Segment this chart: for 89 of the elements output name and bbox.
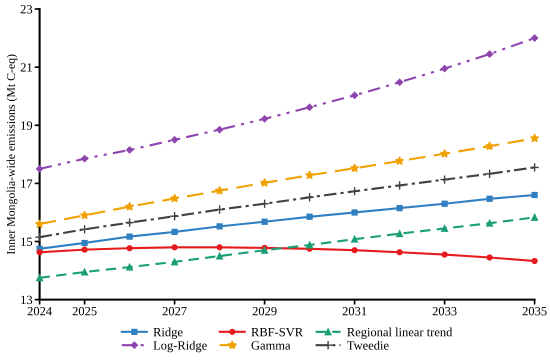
legend-label: RBF-SVR bbox=[251, 328, 304, 336]
point bbox=[530, 133, 540, 142]
point bbox=[126, 146, 134, 154]
y-axis-title: Inner Mongolia-wide emissions (Mt C-eq) bbox=[6, 54, 18, 254]
legend-label: Ridge bbox=[153, 328, 183, 339]
point bbox=[80, 155, 88, 162]
point bbox=[484, 168, 494, 179]
x-tick-label: 2027 bbox=[162, 306, 187, 316]
point bbox=[394, 156, 404, 166]
point bbox=[396, 249, 403, 256]
point bbox=[260, 178, 270, 187]
point bbox=[306, 242, 314, 248]
point bbox=[486, 254, 493, 261]
point bbox=[34, 232, 44, 242]
y-tick-label: 19 bbox=[21, 121, 32, 130]
point bbox=[260, 115, 268, 123]
point bbox=[170, 136, 178, 144]
point bbox=[81, 240, 88, 246]
point bbox=[216, 244, 223, 250]
y-tick-label: 17 bbox=[21, 179, 32, 188]
point bbox=[171, 228, 178, 236]
point bbox=[441, 251, 448, 258]
point bbox=[440, 174, 450, 184]
point bbox=[486, 196, 493, 202]
point bbox=[216, 126, 224, 134]
point bbox=[124, 218, 134, 228]
point bbox=[306, 104, 314, 111]
point bbox=[216, 223, 223, 230]
y-tick-label: 13 bbox=[21, 296, 32, 304]
point bbox=[531, 214, 538, 221]
point bbox=[394, 180, 404, 190]
legend-label: Tweedie bbox=[347, 340, 389, 350]
point bbox=[261, 246, 268, 254]
point bbox=[214, 204, 224, 214]
point bbox=[214, 186, 224, 195]
point bbox=[34, 219, 44, 228]
point bbox=[80, 224, 90, 234]
x-tick-label: 2025 bbox=[72, 306, 97, 316]
point bbox=[36, 249, 43, 256]
point bbox=[216, 252, 224, 260]
point bbox=[170, 211, 180, 222]
legend-label: Gamma bbox=[252, 341, 290, 350]
point bbox=[351, 236, 358, 243]
point bbox=[486, 50, 494, 58]
x-tick-label: 2029 bbox=[252, 306, 277, 316]
point bbox=[530, 34, 538, 42]
point bbox=[304, 192, 314, 202]
legend-label: Log-Ridge bbox=[153, 340, 207, 352]
point bbox=[351, 209, 358, 216]
point bbox=[441, 200, 448, 207]
point bbox=[440, 148, 450, 158]
point bbox=[350, 163, 360, 172]
x-tick-label: 2035 bbox=[522, 306, 547, 316]
point bbox=[126, 233, 133, 240]
legend-label: Regional linear trend bbox=[347, 328, 452, 339]
y-tick-label: 23 bbox=[20, 5, 32, 14]
x-tick-label: 2033 bbox=[432, 306, 457, 316]
point bbox=[396, 78, 404, 86]
point bbox=[304, 170, 314, 180]
point bbox=[126, 245, 133, 252]
y-tick-label: 15 bbox=[21, 238, 32, 246]
point bbox=[486, 220, 494, 227]
point bbox=[81, 268, 88, 276]
point bbox=[126, 264, 134, 271]
point bbox=[171, 258, 178, 266]
point bbox=[351, 247, 358, 254]
point bbox=[81, 246, 88, 253]
point bbox=[124, 202, 134, 211]
point bbox=[170, 194, 180, 203]
point bbox=[171, 244, 178, 250]
point bbox=[396, 230, 404, 238]
point bbox=[530, 162, 540, 172]
point bbox=[440, 64, 448, 72]
y-tick-label: 21 bbox=[20, 63, 32, 72]
point bbox=[396, 204, 403, 212]
point bbox=[36, 165, 44, 172]
point bbox=[531, 192, 538, 198]
point bbox=[36, 274, 44, 282]
point bbox=[80, 210, 90, 220]
point bbox=[260, 198, 270, 209]
x-tick-label: 2031 bbox=[342, 306, 366, 316]
point bbox=[306, 214, 313, 220]
point bbox=[531, 258, 538, 264]
point bbox=[350, 186, 360, 196]
point bbox=[350, 92, 358, 99]
point bbox=[261, 218, 268, 225]
x-tick-label: 2024 bbox=[28, 306, 52, 316]
point bbox=[484, 141, 494, 150]
point bbox=[441, 224, 448, 232]
